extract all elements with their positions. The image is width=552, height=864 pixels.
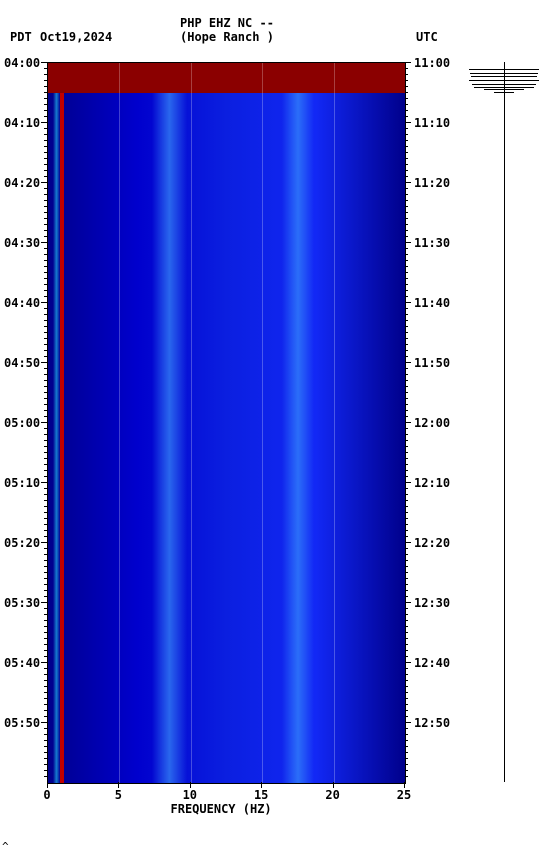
date-label: Oct19,2024 xyxy=(40,30,112,44)
gridline xyxy=(262,63,263,783)
gridline xyxy=(334,63,335,783)
waveform-event xyxy=(474,87,534,88)
y-tick-label-left: 04:20 xyxy=(4,176,46,190)
spectral-band xyxy=(152,63,188,783)
waveform-strip xyxy=(469,62,539,782)
y-tick-label-left: 05:20 xyxy=(4,536,46,550)
y-tick-label-right: 11:50 xyxy=(414,356,462,370)
red-vertical-line xyxy=(60,63,64,783)
right-timezone: UTC xyxy=(416,30,438,44)
y-tick-label-right: 12:40 xyxy=(414,656,462,670)
y-tick-label-right: 11:40 xyxy=(414,296,462,310)
y-tick-label-right: 11:00 xyxy=(414,56,462,70)
y-tick-label-left: 05:30 xyxy=(4,596,46,610)
gridline xyxy=(191,63,192,783)
y-tick-label-right: 12:10 xyxy=(414,476,462,490)
y-tick-label-right: 12:20 xyxy=(414,536,462,550)
spectral-band xyxy=(282,63,313,783)
y-tick-label-left: 05:10 xyxy=(4,476,46,490)
y-tick-label-right: 11:20 xyxy=(414,176,462,190)
y-tick-label-left: 05:40 xyxy=(4,656,46,670)
x-tick-label: 25 xyxy=(389,788,419,802)
red-top-band xyxy=(48,63,405,93)
waveform-event xyxy=(469,69,539,70)
station-title: PHP EHZ NC -- xyxy=(180,16,274,30)
gridline xyxy=(119,63,120,783)
spectrogram-background xyxy=(48,63,405,783)
y-tick-label-left: 04:50 xyxy=(4,356,46,370)
y-tick-label-left: 04:40 xyxy=(4,296,46,310)
x-axis-title: FREQUENCY (HZ) xyxy=(171,802,272,816)
station-subtitle: (Hope Ranch ) xyxy=(180,30,274,44)
waveform-event xyxy=(470,73,538,74)
waveform-event xyxy=(471,76,537,77)
x-tick-label: 15 xyxy=(246,788,276,802)
waveform-event xyxy=(472,84,536,85)
x-tick-label: 0 xyxy=(32,788,62,802)
caret-mark: ^ xyxy=(2,840,9,853)
y-tick-label-right: 11:10 xyxy=(414,116,462,130)
waveform-event xyxy=(494,92,514,93)
y-tick-label-left: 05:50 xyxy=(4,716,46,730)
y-tick-label-left: 04:10 xyxy=(4,116,46,130)
x-tick-label: 20 xyxy=(318,788,348,802)
y-tick-label-right: 12:30 xyxy=(414,596,462,610)
waveform-centerline xyxy=(504,62,505,782)
y-tick-label-left: 04:00 xyxy=(4,56,46,70)
left-timezone: PDT xyxy=(10,30,32,44)
spectral-band xyxy=(53,63,60,783)
x-tick-label: 5 xyxy=(103,788,133,802)
y-tick-label-right: 12:50 xyxy=(414,716,462,730)
y-tick-label-left: 04:30 xyxy=(4,236,46,250)
y-tick-label-left: 05:00 xyxy=(4,416,46,430)
y-tick-label-right: 11:30 xyxy=(414,236,462,250)
waveform-event xyxy=(484,89,524,90)
y-tick-label-right: 12:00 xyxy=(414,416,462,430)
spectrogram-plot xyxy=(47,62,406,784)
x-tick-label: 10 xyxy=(175,788,205,802)
waveform-event xyxy=(469,80,539,81)
